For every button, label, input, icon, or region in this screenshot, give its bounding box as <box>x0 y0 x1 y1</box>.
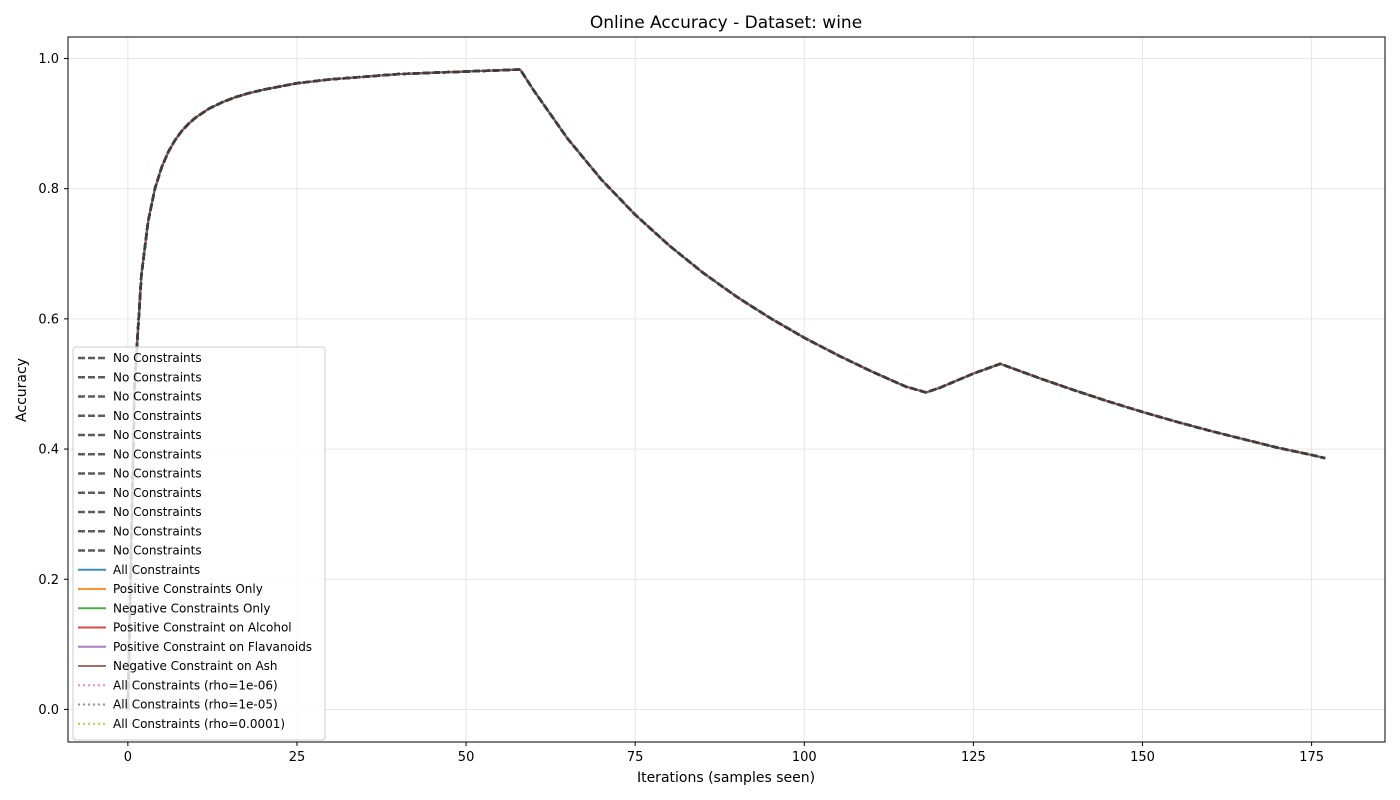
legend-label: All Constraints <box>113 563 200 577</box>
legend-label: No Constraints <box>113 447 202 461</box>
x-tick-label: 100 <box>792 750 817 765</box>
legend-label: No Constraints <box>113 351 202 365</box>
legend-box <box>72 346 326 741</box>
x-tick-label: 0 <box>124 750 132 765</box>
y-axis: 0.0 0.2 0.4 0.6 0.8 1.0 <box>38 52 68 718</box>
x-tick-label: 125 <box>961 750 986 765</box>
series-line <box>126 68 1326 710</box>
y-axis-label: Accuracy <box>14 358 30 422</box>
x-tick-label: 75 <box>627 750 644 765</box>
legend-label: No Constraints <box>113 409 202 423</box>
x-axis: 0 25 50 75 100 125 150 175 <box>124 742 1324 765</box>
legend-label: All Constraints (rho=0.0001) <box>113 717 285 731</box>
y-tick-label: 0.0 <box>38 703 59 718</box>
y-tick-label: 0.6 <box>38 312 59 327</box>
x-tick-label: 50 <box>458 750 475 765</box>
plot-frame <box>67 36 1386 743</box>
chart-title: Online Accuracy - Dataset: wine <box>590 13 862 33</box>
legend-label: No Constraints <box>113 486 202 500</box>
legend-label: All Constraints (rho=1e-06) <box>113 678 278 692</box>
legend-label: No Constraints <box>113 370 202 384</box>
x-axis-label: Iterations (samples seen) <box>637 770 815 786</box>
legend-label: All Constraints (rho=1e-05) <box>113 698 278 712</box>
y-tick-label: 0.8 <box>38 182 59 197</box>
legend: No Constraints No Constraints No Constrain… <box>72 346 326 741</box>
legend-label: No Constraints <box>113 524 202 538</box>
legend-label: No Constraints <box>113 467 202 481</box>
legend-label: Positive Constraint on Alcohol <box>113 621 292 635</box>
legend-label: Positive Constraints Only <box>113 582 263 596</box>
series-lines <box>126 68 1326 710</box>
legend-label: No Constraints <box>113 390 202 404</box>
x-tick-label: 175 <box>1299 750 1324 765</box>
x-tick-label: 25 <box>289 750 306 765</box>
legend-label: Positive Constraint on Flavanoids <box>113 640 312 654</box>
legend-label: No Constraints <box>113 505 202 519</box>
legend-label: No Constraints <box>113 428 202 442</box>
y-tick-label: 0.2 <box>38 573 59 588</box>
legend-label: No Constraints <box>113 544 202 558</box>
y-tick-label: 1.0 <box>38 52 59 67</box>
x-tick-label: 150 <box>1130 750 1155 765</box>
legend-label: Negative Constraints Only <box>113 601 270 615</box>
y-tick-label: 0.4 <box>38 443 59 458</box>
legend-label: Negative Constraint on Ash <box>113 659 278 673</box>
